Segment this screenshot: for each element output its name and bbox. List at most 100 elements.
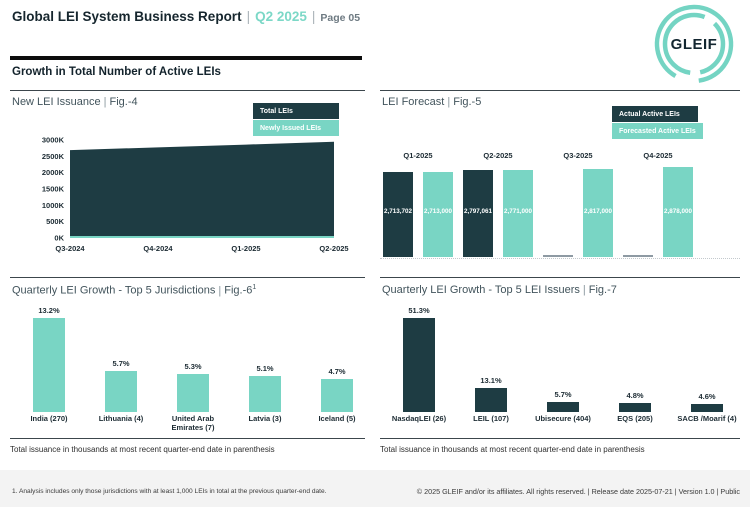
legend-actual-active-leis: Actual Active LEIs <box>612 106 698 122</box>
missing-actual-bar <box>623 255 653 257</box>
y-tick: 2500K <box>42 152 65 161</box>
growth-column: 4.7% <box>301 300 373 412</box>
percent-label: 13.2% <box>38 306 60 315</box>
fig5-title-text: LEI Forecast <box>382 96 445 108</box>
growth-bar <box>547 401 579 412</box>
issuers-axis-labels: NasdaqLEI (26) LEIL (107) Ubisecure (404) E… <box>383 414 743 424</box>
forecast-quarter-group: Q3-2025 2,817,000 <box>543 151 613 257</box>
jurisdictions-axis-labels: India (270) Lithuania (4) United Arab Emir… <box>13 414 373 432</box>
percent-label: 51.3% <box>408 306 430 315</box>
category-label: SACB /Moarif (4) <box>677 414 737 423</box>
fig4-title: New LEI Issuance | Fig.-4 <box>12 96 138 108</box>
panel-rule <box>10 90 365 91</box>
x-tick: Q3-2024 <box>55 244 85 253</box>
panel-rule <box>380 90 740 91</box>
category-label: United Arab Emirates (7) <box>171 414 215 432</box>
forecast-quarter-group: Q4-2025 2,878,000 <box>623 151 693 257</box>
report-title: Global LEI System Business Report <box>12 9 242 24</box>
fig4-number: Fig.-4 <box>109 96 138 108</box>
growth-column: 51.3% <box>383 300 455 412</box>
forecast-bar: 2,878,000 <box>663 167 693 257</box>
category-label: India (270) <box>30 414 68 423</box>
title-divider: | <box>447 96 451 108</box>
title-divider: | <box>582 284 586 296</box>
panel-rule <box>10 277 365 278</box>
report-period: Q2 2025 <box>255 9 307 24</box>
quarter-label: Q2-2025 <box>483 151 513 160</box>
issuers-bar-chart: 51.3% 13.1% 5.7% 4.8% 4.6% <box>383 300 743 412</box>
fig5-title: LEI Forecast | Fig.-5 <box>382 96 481 108</box>
gleif-logo-text: GLEIF <box>671 36 718 53</box>
percent-label: 4.8% <box>626 391 644 401</box>
fig6-title-text: Quarterly LEI Growth - Top 5 Jurisdictio… <box>12 284 216 297</box>
y-tick: 3000K <box>42 136 65 145</box>
y-tick: 500K <box>46 217 65 226</box>
percent-label: 4.7% <box>328 366 346 376</box>
percent-label: 5.7% <box>554 389 572 399</box>
percent-label: 5.7% <box>112 359 130 369</box>
y-tick: 0K <box>54 234 64 243</box>
gleif-logo-icon: GLEIF <box>654 4 734 84</box>
panel-rule <box>380 277 740 278</box>
missing-actual-bar <box>543 255 573 257</box>
percent-label: 4.6% <box>698 391 716 401</box>
forecast-bar: 2,817,000 <box>583 168 613 257</box>
category-label: Iceland (5) <box>318 414 356 423</box>
forecast-bar: 2,713,702 <box>383 172 413 257</box>
bar-value-label: 2,713,702 <box>383 208 412 215</box>
x-tick: Q1-2025 <box>231 244 260 253</box>
growth-bar <box>619 403 651 412</box>
bar-value-label: 2,713,000 <box>423 208 452 215</box>
total-leis-area <box>70 141 334 237</box>
category-label: Lithuania (4) <box>98 414 144 423</box>
fig7-title: Quarterly LEI Growth - Top 5 LEI Issuers… <box>382 284 617 296</box>
lei-forecast-bar-chart: Q1-2025 2,713,702 2,713,000 Q2-2025 2,797,06… <box>383 151 693 257</box>
legend-newly-issued-leis: Newly Issued LEIs <box>253 120 339 136</box>
category-label: NasdaqLEI (26) <box>391 414 447 423</box>
new-lei-issuance-area-chart: 0K 500K 1000K 1500K 2000K 2500K 3000K Q3-2024 Q4… <box>42 136 349 254</box>
quarter-bars: 2,713,702 2,713,000 <box>383 167 453 257</box>
forecast-bar: 2,797,061 <box>463 169 493 257</box>
quarter-bars: 2,817,000 <box>543 167 613 257</box>
growth-bar <box>249 375 281 412</box>
title-divider: | <box>218 284 222 297</box>
footer-band <box>0 470 750 507</box>
section-title: Growth in Total Number of Active LEIs <box>12 66 221 78</box>
fig6-number: Fig.-6 <box>224 284 253 297</box>
jurisdictions-bar-chart: 13.2% 5.7% 5.3% 5.1% 4.7% <box>13 300 373 412</box>
y-tick: 2000K <box>42 168 65 177</box>
growth-column: 5.3% <box>157 300 229 412</box>
fig6-footnote-marker: 1 <box>252 284 257 291</box>
forecast-bar: 2,771,000 <box>503 170 533 257</box>
report-header: Global LEI System Business Report | Q2 202… <box>12 9 360 24</box>
x-tick: Q2-2025 <box>319 244 348 253</box>
header-divider: | <box>311 9 316 24</box>
category-label: LEIL (107) <box>473 414 509 423</box>
growth-column: 5.7% <box>527 300 599 412</box>
fig6-title: Quarterly LEI Growth - Top 5 Jurisdictio… <box>12 284 256 297</box>
growth-column: 13.2% <box>13 300 85 412</box>
growth-column: 13.1% <box>455 300 527 412</box>
y-tick: 1500K <box>42 185 65 194</box>
fig7-number: Fig.-7 <box>588 284 617 296</box>
growth-bar <box>475 388 507 412</box>
copyright-text: © 2025 GLEIF and/or its affiliates. All … <box>416 487 740 496</box>
quarter-label: Q4-2025 <box>643 151 673 160</box>
forecast-bar: 2,713,000 <box>423 172 453 257</box>
quarter-bars: 2,797,061 2,771,000 <box>463 167 533 257</box>
quarter-label: Q1-2025 <box>403 151 433 160</box>
fig5-number: Fig.-5 <box>453 96 482 108</box>
title-divider: | <box>103 96 107 108</box>
growth-column: 5.1% <box>229 300 301 412</box>
fig6-caption: Total issuance in thousands at most rece… <box>10 438 365 454</box>
fig5-baseline <box>380 258 740 259</box>
quarter-bars: 2,878,000 <box>623 167 693 257</box>
fig7-title-text: Quarterly LEI Growth - Top 5 LEI Issuers <box>382 284 580 296</box>
growth-bar <box>177 374 209 412</box>
growth-column: 5.7% <box>85 300 157 412</box>
quarter-label: Q3-2025 <box>563 151 593 160</box>
growth-bar <box>403 318 435 412</box>
category-label: Latvia (3) <box>248 414 282 423</box>
section-divider-bar <box>10 56 362 60</box>
growth-column: 4.8% <box>599 300 671 412</box>
